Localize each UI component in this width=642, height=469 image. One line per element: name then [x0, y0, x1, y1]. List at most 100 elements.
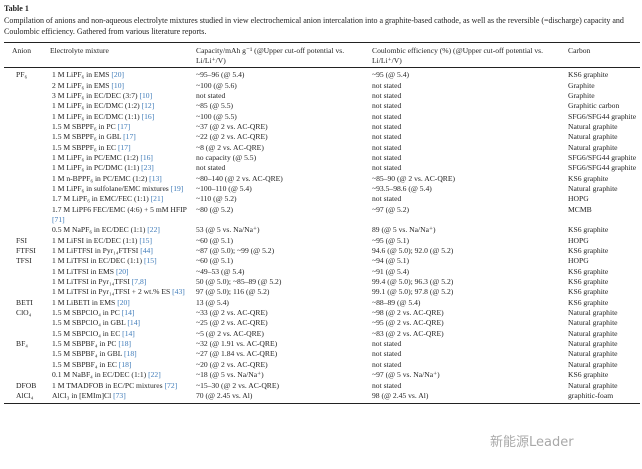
capacity-cell: 50 (@ 5.0); ~85–89 (@ 5.2) — [196, 277, 282, 287]
table-caption: Compilation of anions and non-aqueous el… — [4, 16, 624, 36]
reference-link[interactable]: [10] — [111, 80, 125, 90]
carbon-cell: Natural graphite — [568, 121, 618, 131]
reference-link[interactable]: [43] — [172, 287, 185, 297]
electrolyte-text: 1.7 M LiPF6 FEC/EMC (4:6) + 5 mM HFIP — [52, 204, 187, 214]
reference-link[interactable]: [20] — [111, 70, 125, 80]
table-row: 1.5 M SBPBF₄ in GBL [18] ~27 (@ 1.84 vs. … — [4, 349, 640, 359]
carbon-cell: SFG6/SFG44 graphite — [568, 152, 637, 162]
reference-link[interactable]: [20] — [115, 266, 129, 276]
table-row: AlCl₄ AlCl₃ in [EMIm]Cl [73] 70 (@ 2.45 vs… — [4, 391, 640, 404]
table-row: DFOB 1 M TMADFOB in EC/PC mixtures [72] ~1… — [4, 381, 640, 391]
coulombic-efficiency-cell: ~85–90 (@ 2 vs. AC-QRE) — [372, 173, 456, 183]
capacity-cell: ~27 (@ 1.84 vs. AC-QRE) — [196, 349, 278, 359]
table-label: Table 1 — [4, 4, 29, 13]
carbon-cell: KS6 graphite — [568, 370, 609, 380]
anion-cell: BF₄ — [16, 339, 28, 349]
electrolyte-cell: AlCl₃ in [EMIm]Cl [73] — [48, 391, 194, 404]
coulombic-efficiency-cell: 89 (@ 5 vs. Na/Na⁺) — [372, 225, 436, 235]
coulombic-efficiency-cell: not stated — [372, 194, 402, 204]
reference-link[interactable]: [14] — [121, 308, 135, 318]
capacity-cell: ~18 (@ 5 vs. Na/Na⁺) — [196, 370, 264, 380]
reference-link[interactable]: [18] — [118, 339, 132, 349]
watermark: 新能源Leader — [490, 435, 574, 450]
reference-link[interactable]: [72] — [164, 380, 178, 390]
reference-link[interactable]: [15] — [143, 256, 157, 266]
reference-link[interactable]: [22] — [147, 225, 160, 235]
table-row: 1 M LiTFSI in Pyr₁₄TFSI [7,8] 50 (@ 5.0);… — [4, 277, 640, 287]
data-table: Anion Electrolyte mixture Capacity/mAh g… — [4, 42, 640, 405]
carbon-cell: KS6 graphite — [568, 266, 609, 276]
reference-link[interactable]: [73] — [113, 390, 126, 400]
reference-link[interactable]: [16] — [141, 111, 155, 121]
reference-link[interactable]: [14] — [122, 328, 135, 338]
electrolyte-text: 2 M LiPF₆ in EMS — [52, 80, 112, 90]
carbon-cell: SFG6/SFG44 graphite — [568, 163, 637, 173]
capacity-cell: ~95–96 (@ 5.4) — [196, 70, 245, 80]
reference-link[interactable]: [7,8] — [131, 277, 147, 287]
electrolyte-cell: 1 M LiTFSI in Pyr₁₄TFSI + 2 wt.% ES [43] — [48, 287, 194, 297]
table-row: TFSI 1 M LiTFSI in EC/DEC (1:1) [15] ~60 (… — [4, 256, 640, 266]
reference-link[interactable]: [20] — [117, 297, 130, 307]
reference-link[interactable]: [18] — [118, 359, 132, 369]
carbon-cell: Natural graphite — [568, 308, 618, 318]
reference-link[interactable]: [17] — [123, 132, 136, 142]
carbon-cell: Graphite — [568, 80, 595, 90]
reference-link[interactable]: [44] — [140, 246, 153, 256]
electrolyte-cell: 1 M LiFTFSI in Pyr₁₄FTFSI [44] — [48, 246, 194, 256]
electrolyte-text: 1 M TMADFOB in EC/PC mixtures — [52, 380, 165, 390]
anion-cell — [4, 184, 48, 194]
table-row: 3 M LiPF₆ in EC/DEC (3:7) [10] not stated… — [4, 91, 640, 101]
electrolyte-text: 1.5 M SBPClO₄ in EC — [52, 328, 123, 338]
reference-link[interactable]: [14] — [127, 318, 141, 328]
coulombic-efficiency-cell: not stated — [372, 142, 402, 152]
table-row: 1.5 M SBPPF₆ in GBL [17] ~22 (@ 2 vs. AC-… — [4, 132, 640, 142]
electrolyte-cell: 1 M LiBETI in EMS [20] — [48, 298, 194, 308]
electrolyte-text: 1 M LiBETI in EMS — [52, 297, 118, 307]
carbon-cell: Natural graphite — [568, 359, 618, 369]
electrolyte-cell: 1 M LiPF₆ in PC/EMC (1:2) [16] — [48, 153, 194, 163]
anion-cell — [4, 153, 48, 163]
reference-link[interactable]: [16] — [140, 152, 153, 162]
carbon-cell: graphitic-foam — [568, 390, 614, 400]
table-row: 1 M n-BPPF₆ in PC/EMC (1:2) [13] ~80–140 … — [4, 174, 640, 184]
anion-cell — [4, 349, 48, 359]
anion-cell — [4, 277, 48, 287]
reference-link[interactable]: [19] — [170, 183, 184, 193]
anion-cell: BETI — [16, 297, 33, 307]
coulombic-efficiency-cell: not stated — [372, 121, 402, 131]
anion-cell: FTFSI — [16, 246, 36, 256]
table-row: PF₆ 1 M LiPF₆ in EMS [20] ~95–96 (@ 5.4) ~9… — [4, 68, 640, 81]
anion-cell: PF₆ — [16, 70, 28, 80]
table-row: FTFSI 1 M LiFTFSI in Pyr₁₄FTFSI [44] ~87 (… — [4, 246, 640, 256]
table-row: 1.5 M SBPPF₆ in PC [17] ~37 (@ 2 vs. AC-Q… — [4, 122, 640, 132]
anion-cell — [4, 163, 48, 173]
coulombic-efficiency-cell: ~91 (@ 5.4) — [372, 266, 410, 276]
electrolyte-text: 1.5 M SBPBF₄ in PC — [52, 339, 119, 349]
coulombic-efficiency-cell: ~95 (@ 5.4) — [372, 70, 410, 80]
reference-link[interactable]: [18] — [124, 349, 137, 359]
reference-link[interactable]: [15] — [139, 235, 152, 245]
capacity-cell: ~25 (@ 2 vs. AC-QRE) — [196, 318, 268, 328]
reference-link[interactable]: [13] — [149, 173, 162, 183]
electrolyte-text: 1 M LiPF₆ in EC/DMC (1:2) — [52, 101, 142, 111]
coulombic-efficiency-cell: not stated — [372, 101, 402, 111]
reference-link[interactable]: [17] — [117, 121, 131, 131]
table-row: 1 M LiPF₆ in EC/DMC (1:2) [12] ~85 (@ 5.5… — [4, 101, 640, 111]
coulombic-efficiency-cell: not stated — [372, 163, 402, 173]
reference-link[interactable]: [71] — [52, 215, 65, 224]
electrolyte-cell: 2 M LiPF₆ in EMS [10] — [48, 81, 194, 91]
reference-link[interactable]: [12] — [141, 101, 155, 111]
table-row: ClO₄ 1.5 M SBPClO₄ in PC [14] ~33 (@ 2 vs.… — [4, 308, 640, 318]
electrolyte-cell: 1.7 M LiPF6 FEC/EMC (4:6) + 5 mM HFIP [7… — [48, 205, 194, 226]
capacity-cell: ~60 (@ 5.1) — [196, 256, 234, 266]
reference-link[interactable]: [17] — [117, 142, 131, 152]
carbon-cell: Natural graphite — [568, 142, 618, 152]
anion-cell — [4, 122, 48, 132]
reference-link[interactable]: [21] — [150, 194, 164, 204]
coulombic-efficiency-cell: not stated — [372, 111, 402, 121]
reference-link[interactable]: [10] — [139, 90, 153, 100]
reference-link[interactable]: [23] — [141, 163, 154, 173]
electrolyte-cell: 1.5 M SBPBF₄ in PC [18] — [48, 339, 194, 349]
reference-link[interactable]: [22] — [148, 370, 161, 380]
header-coulombic-efficiency: Coulombic efficiency (%) (@Upper cut-off… — [370, 42, 566, 69]
